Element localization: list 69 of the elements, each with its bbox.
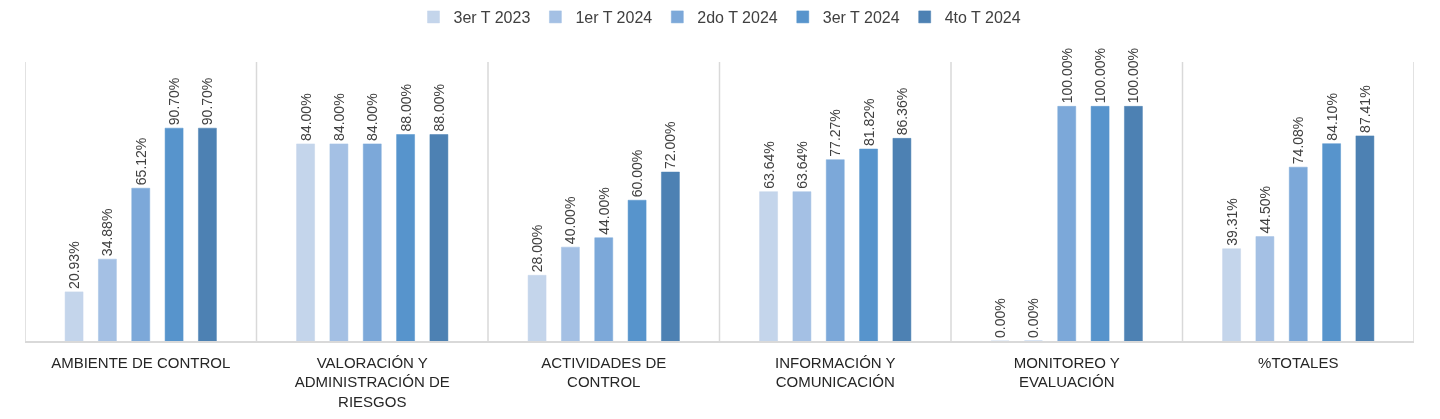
bar	[329, 143, 349, 341]
bar	[661, 171, 680, 341]
data-label: 84.10%	[1323, 93, 1340, 141]
data-label: 84.00%	[297, 93, 314, 141]
data-label: 90.70%	[166, 77, 183, 126]
bar	[64, 291, 84, 341]
legend-label: 4to T 2024	[944, 9, 1021, 27]
bar	[627, 199, 647, 341]
bar	[429, 134, 449, 341]
bar	[1255, 236, 1275, 341]
legend-label: 3er T 2023	[453, 9, 531, 27]
x-tick-label: VALORACIÓN Y ADMINISTRACIÓN DE RIESGOS	[294, 353, 450, 410]
bar	[594, 237, 613, 341]
data-label: 44.00%	[595, 187, 612, 235]
data-label: 28.00%	[529, 224, 546, 273]
legend-label: 3er T 2024	[822, 9, 900, 27]
data-label: 86.36%	[893, 87, 910, 136]
data-label: 90.70%	[199, 77, 216, 126]
legend-label: 2do T 2024	[697, 9, 778, 27]
data-label: 44.50%	[1256, 186, 1273, 234]
bar	[1090, 106, 1110, 341]
data-label: 60.00%	[629, 149, 646, 198]
bar	[1124, 106, 1143, 341]
bar	[792, 191, 812, 341]
data-label: 77.27%	[827, 109, 844, 157]
x-tick-label: ACTIVIDADES DE CONTROL	[541, 353, 667, 391]
bar	[1057, 106, 1076, 341]
bar	[131, 187, 150, 341]
x-tick-label: AMBIENTE DE CONTROL	[51, 353, 231, 371]
bar	[759, 191, 778, 341]
data-label: 100.00%	[1092, 48, 1109, 104]
data-label: 100.00%	[1058, 48, 1075, 104]
bar	[1289, 166, 1308, 341]
bar	[561, 246, 580, 341]
data-label: 34.88%	[99, 208, 116, 257]
bar	[363, 143, 382, 341]
bar	[892, 138, 912, 341]
bar	[1222, 248, 1241, 341]
data-label: 0.00%	[992, 298, 1009, 338]
data-label: 84.00%	[330, 93, 347, 141]
data-label: 100.00%	[1125, 48, 1142, 104]
bar	[296, 143, 315, 341]
data-label: 40.00%	[562, 196, 579, 245]
data-label: 20.93%	[66, 241, 83, 289]
bar	[164, 127, 184, 341]
legend-label: 1er T 2024	[575, 9, 653, 27]
bar	[1322, 143, 1341, 341]
data-label: 87.41%	[1356, 85, 1373, 133]
bar	[859, 148, 878, 341]
data-label: 74.08%	[1290, 116, 1307, 165]
data-label: 88.00%	[430, 84, 447, 132]
data-label: 88.00%	[397, 84, 414, 132]
data-label: 63.64%	[760, 141, 777, 189]
bar	[98, 258, 117, 341]
x-tick-label: MONITOREO Y EVALUACIÓN	[1013, 353, 1120, 391]
bar	[198, 127, 217, 341]
data-label: 65.12%	[132, 137, 149, 186]
data-label: 84.00%	[364, 93, 381, 141]
x-tick-label: %TOTALES	[1258, 353, 1339, 371]
bar	[826, 159, 845, 341]
bar	[1355, 135, 1375, 341]
bar	[527, 275, 547, 341]
x-tick-label: INFORMACIÓN Y COMUNICACIÓN	[774, 353, 896, 391]
data-label: 39.31%	[1223, 198, 1240, 246]
bar	[396, 134, 415, 341]
data-label: 0.00%	[1025, 298, 1042, 338]
data-label: 72.00%	[662, 121, 679, 170]
data-label: 63.64%	[793, 141, 810, 189]
data-label: 81.82%	[860, 98, 877, 147]
